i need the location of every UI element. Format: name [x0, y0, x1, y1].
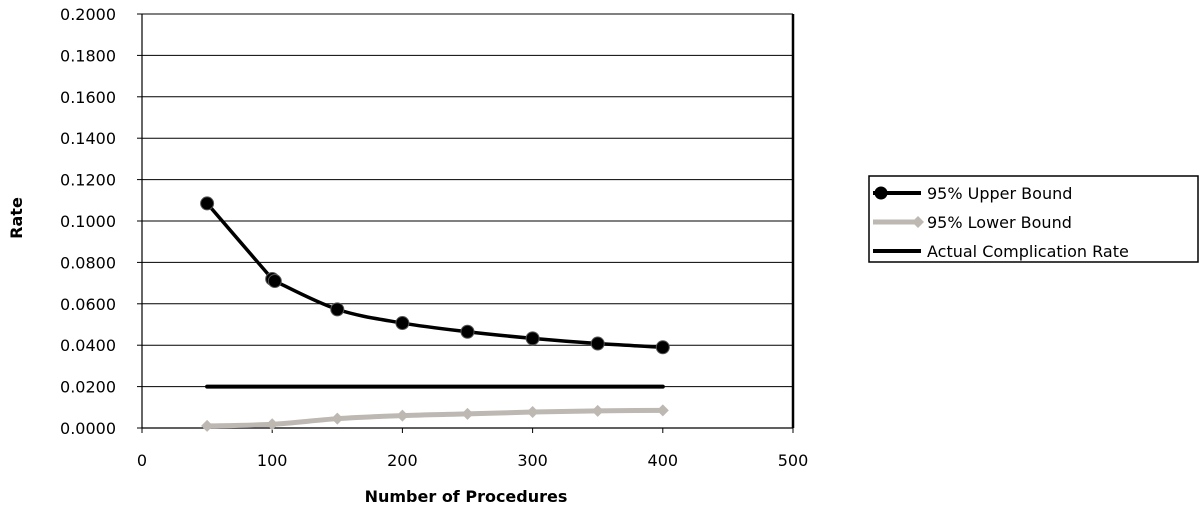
- y-axis-title: Rate: [7, 197, 26, 239]
- data-point: [525, 331, 540, 346]
- data-point: [591, 404, 604, 417]
- y-tick-label: 0.1600: [60, 88, 116, 107]
- data-point: [330, 302, 345, 317]
- plot-series: [200, 196, 670, 432]
- data-point: [267, 274, 282, 289]
- x-tick-label: 0: [137, 451, 147, 470]
- data-point: [396, 409, 409, 422]
- series-0: [200, 196, 670, 355]
- data-point: [656, 404, 669, 417]
- y-tick-label: 0.0600: [60, 295, 116, 314]
- y-tick-label: 0.0200: [60, 378, 116, 397]
- x-axis-title: Number of Procedures: [365, 487, 568, 506]
- y-tick-label: 0.1200: [60, 171, 116, 190]
- y-axis: 0.0000 0.0200 0.0400 0.0600 0.0800 0.1000 0.12…: [60, 5, 142, 438]
- y-tick-label: 0.0800: [60, 253, 116, 272]
- series-line: [204, 407, 666, 429]
- legend-label: 95% Upper Bound: [927, 184, 1072, 203]
- data-point: [526, 406, 539, 419]
- legend-box: [868, 175, 1199, 263]
- data-point: [201, 419, 214, 432]
- legend-marker: [874, 186, 888, 200]
- data-point: [460, 324, 475, 339]
- x-tick-label: 300: [517, 451, 548, 470]
- legend-label: 95% Lower Bound: [927, 213, 1072, 232]
- y-tick-label: 0.1000: [60, 212, 116, 231]
- series-1: [201, 404, 669, 432]
- x-tick-label: 100: [257, 451, 288, 470]
- legend-marker: [912, 216, 924, 228]
- x-axis: 0 100 200 300 400 500: [137, 428, 808, 470]
- data-point: [461, 407, 474, 420]
- gridlines: [141, 13, 795, 429]
- data-point: [200, 196, 215, 211]
- data-point: [590, 336, 605, 351]
- y-tick-label: 0.1400: [60, 129, 116, 148]
- y-tick-label: 0.0400: [60, 336, 116, 355]
- x-tick-label: 500: [778, 451, 809, 470]
- x-tick-label: 400: [648, 451, 679, 470]
- y-tick-label: 0.1800: [60, 46, 116, 65]
- data-point: [331, 412, 344, 425]
- legend-label: Actual Complication Rate: [927, 242, 1129, 261]
- data-point: [395, 316, 410, 331]
- data-point: [266, 418, 279, 431]
- x-tick-label: 200: [387, 451, 418, 470]
- y-tick-label: 0.2000: [60, 5, 116, 24]
- data-point: [655, 340, 670, 355]
- legend: 95% Upper Bound 95% Lower Bound Actual Com…: [868, 175, 1199, 263]
- y-tick-label: 0.0000: [60, 419, 116, 438]
